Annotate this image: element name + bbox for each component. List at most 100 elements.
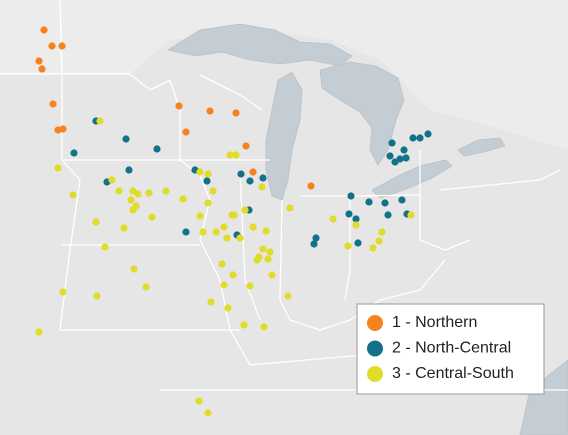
site-marker	[142, 283, 150, 291]
site-marker	[310, 240, 318, 248]
site-marker	[108, 176, 116, 184]
site-marker	[240, 321, 248, 329]
site-marker	[199, 228, 207, 236]
site-marker	[204, 170, 212, 178]
site-marker	[409, 134, 417, 142]
site-marker	[182, 128, 190, 136]
site-marker	[307, 182, 315, 190]
site-marker	[96, 117, 104, 125]
site-marker	[120, 224, 128, 232]
site-marker	[347, 192, 355, 200]
site-marker	[407, 211, 415, 219]
site-marker	[196, 212, 204, 220]
legend-items: 1 - Northern 2 - North-Central 3 - Central…	[367, 314, 514, 382]
site-marker	[416, 134, 424, 142]
site-marker	[125, 166, 133, 174]
legend-label: 3 - Central-South	[392, 365, 514, 382]
site-marker	[400, 146, 408, 154]
site-marker	[224, 304, 232, 312]
site-marker	[241, 206, 249, 214]
site-marker	[388, 139, 396, 147]
site-marker	[386, 152, 394, 160]
site-marker	[182, 228, 190, 236]
site-marker	[35, 57, 43, 65]
site-marker	[266, 248, 274, 256]
legend-swatch	[367, 315, 383, 331]
site-marker	[49, 100, 57, 108]
site-marker	[230, 211, 238, 219]
site-marker	[384, 211, 392, 219]
site-marker	[58, 42, 66, 50]
site-marker	[246, 177, 254, 185]
site-marker	[402, 154, 410, 162]
site-marker	[424, 130, 432, 138]
site-marker	[249, 168, 257, 176]
site-marker	[48, 42, 56, 50]
site-marker	[204, 199, 212, 207]
ocean	[519, 359, 568, 435]
legend-swatch	[367, 340, 383, 357]
site-marker	[127, 196, 135, 204]
site-marker	[59, 125, 67, 133]
site-marker	[365, 198, 373, 206]
site-marker	[345, 210, 353, 218]
site-marker	[354, 239, 362, 247]
lake-ontario	[457, 137, 506, 157]
site-marker	[175, 102, 183, 110]
site-marker	[101, 243, 109, 251]
site-marker	[259, 245, 267, 253]
legend-swatch	[367, 366, 383, 382]
site-marker	[258, 183, 266, 191]
site-marker	[232, 109, 240, 117]
site-marker	[206, 107, 214, 115]
site-marker	[249, 223, 257, 231]
site-marker	[329, 215, 337, 223]
site-marker	[38, 65, 46, 73]
site-marker	[162, 187, 170, 195]
site-marker	[223, 234, 231, 242]
site-marker	[130, 265, 138, 273]
site-marker	[218, 260, 226, 268]
site-marker	[381, 199, 389, 207]
site-marker	[378, 228, 386, 236]
site-marker	[204, 409, 212, 417]
site-marker	[220, 223, 228, 231]
site-marker	[396, 155, 404, 163]
site-marker	[259, 174, 267, 182]
canada	[0, 0, 568, 150]
site-marker	[398, 196, 406, 204]
site-marker	[237, 170, 245, 178]
site-marker	[232, 151, 240, 159]
site-marker	[179, 195, 187, 203]
site-marker	[344, 242, 352, 250]
markers	[35, 26, 432, 417]
site-marker	[59, 288, 67, 296]
lake-michigan	[265, 71, 303, 201]
site-marker	[284, 292, 292, 300]
site-marker	[115, 187, 123, 195]
site-marker	[93, 292, 101, 300]
site-marker	[145, 189, 153, 197]
site-marker	[203, 177, 211, 185]
site-marker	[207, 298, 215, 306]
site-marker	[69, 191, 77, 199]
site-marker	[262, 227, 270, 235]
site-marker	[54, 164, 62, 172]
site-marker	[375, 237, 383, 245]
site-marker	[268, 271, 276, 279]
site-marker	[40, 26, 48, 34]
site-marker	[209, 187, 217, 195]
site-marker	[35, 328, 43, 336]
site-marker	[229, 271, 237, 279]
site-marker	[70, 149, 78, 157]
site-marker	[226, 151, 234, 159]
site-marker	[236, 234, 244, 242]
site-marker	[312, 234, 320, 242]
site-marker	[134, 190, 142, 198]
lake-huron	[319, 61, 405, 166]
site-marker	[264, 255, 272, 263]
site-marker	[352, 221, 360, 229]
site-marker	[212, 228, 220, 236]
site-marker	[220, 281, 228, 289]
